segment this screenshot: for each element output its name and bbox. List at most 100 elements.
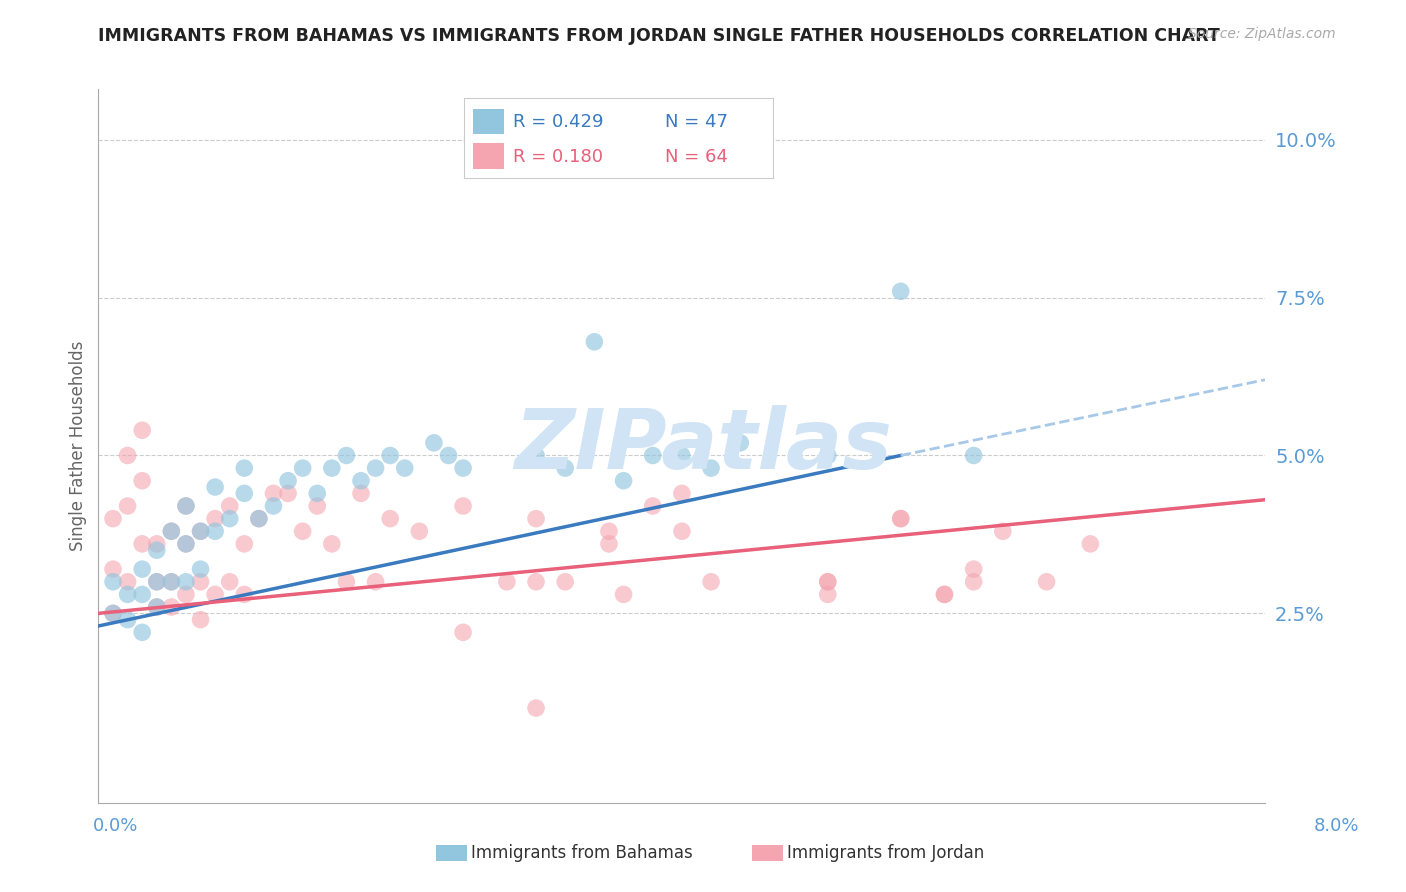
Point [335, 449, 357, 463]
Point [117, 613, 139, 627]
Point [700, 574, 723, 589]
Point [146, 574, 169, 589]
Point [174, 499, 197, 513]
Point [890, 511, 912, 525]
Point [291, 461, 314, 475]
Point [890, 511, 912, 525]
Point [437, 449, 460, 463]
Point [262, 486, 284, 500]
Point [583, 334, 606, 349]
Point [730, 435, 752, 450]
Point [218, 574, 240, 589]
Point [598, 524, 620, 539]
Point [394, 461, 416, 475]
Point [451, 625, 474, 640]
Point [233, 537, 256, 551]
Point [174, 499, 197, 513]
Point [451, 461, 474, 475]
Point [962, 574, 984, 589]
Y-axis label: Single Father Households: Single Father Households [69, 341, 87, 551]
Point [524, 574, 547, 589]
Point [291, 524, 314, 539]
Text: ZIPatlas: ZIPatlas [515, 406, 891, 486]
Point [160, 600, 183, 615]
Text: Immigrants from Bahamas: Immigrants from Bahamas [471, 844, 693, 862]
Point [277, 486, 299, 500]
Point [817, 574, 839, 589]
Point [101, 511, 124, 525]
Point [190, 562, 212, 576]
Point [101, 607, 124, 621]
Point [131, 537, 153, 551]
Point [204, 480, 226, 494]
Point [174, 537, 197, 551]
Point [117, 499, 139, 513]
Point [1080, 537, 1102, 551]
Point [131, 587, 153, 601]
Point [146, 543, 169, 558]
Point [380, 511, 402, 525]
Point [671, 524, 693, 539]
Point [218, 511, 240, 525]
Point [934, 587, 956, 601]
Text: N = 64: N = 64 [665, 148, 728, 166]
Point [554, 574, 576, 589]
Text: IMMIGRANTS FROM BAHAMAS VS IMMIGRANTS FROM JORDAN SINGLE FATHER HOUSEHOLDS CORRE: IMMIGRANTS FROM BAHAMAS VS IMMIGRANTS FR… [98, 27, 1220, 45]
Text: Source: ZipAtlas.com: Source: ZipAtlas.com [1188, 27, 1336, 41]
Text: 0.0%: 0.0% [93, 817, 138, 835]
Point [146, 600, 169, 615]
Point [160, 574, 183, 589]
Point [408, 524, 430, 539]
Point [247, 511, 270, 525]
Point [131, 625, 153, 640]
Point [962, 562, 984, 576]
Point [174, 537, 197, 551]
Point [423, 435, 446, 450]
Point [160, 574, 183, 589]
Point [350, 486, 373, 500]
Point [307, 499, 329, 513]
Point [524, 449, 547, 463]
Text: R = 0.180: R = 0.180 [513, 148, 603, 166]
Point [364, 461, 387, 475]
Point [817, 587, 839, 601]
Text: R = 0.429: R = 0.429 [513, 113, 605, 131]
Point [117, 574, 139, 589]
Point [1035, 574, 1057, 589]
Point [233, 461, 256, 475]
Text: Immigrants from Jordan: Immigrants from Jordan [787, 844, 984, 862]
Point [612, 474, 634, 488]
Point [612, 587, 634, 601]
Point [160, 524, 183, 539]
Point [524, 701, 547, 715]
Point [451, 499, 474, 513]
Point [117, 587, 139, 601]
Text: N = 47: N = 47 [665, 113, 728, 131]
Point [190, 524, 212, 539]
Point [117, 449, 139, 463]
Point [641, 449, 664, 463]
Point [307, 486, 329, 500]
Point [700, 461, 723, 475]
Point [991, 524, 1014, 539]
Point [204, 511, 226, 525]
Point [101, 562, 124, 576]
Point [101, 607, 124, 621]
Point [204, 587, 226, 601]
Point [233, 587, 256, 601]
FancyBboxPatch shape [474, 143, 505, 169]
Point [554, 461, 576, 475]
Point [934, 587, 956, 601]
Point [174, 587, 197, 601]
Point [817, 449, 839, 463]
Point [641, 499, 664, 513]
Point [146, 574, 169, 589]
Point [817, 574, 839, 589]
Point [146, 537, 169, 551]
Point [671, 486, 693, 500]
FancyBboxPatch shape [474, 109, 505, 134]
Point [671, 449, 693, 463]
Point [174, 574, 197, 589]
Point [890, 285, 912, 299]
Point [146, 600, 169, 615]
